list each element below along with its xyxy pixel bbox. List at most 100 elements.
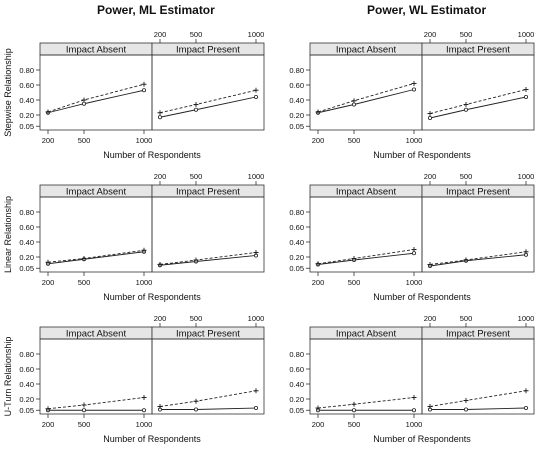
panel-strip-label: Impact Absent (66, 329, 127, 340)
chart-wl-u-turn: Impact Absent 200 500 1000 Impact Present 200… (289, 314, 535, 444)
data-point-circle (524, 95, 529, 100)
data-point-circle (193, 407, 198, 412)
data-point-plus (427, 111, 433, 116)
data-point-plus (45, 109, 51, 115)
x-tick-label: 200 (424, 314, 437, 323)
x-tick-label: 1000 (406, 420, 423, 429)
data-point-circle (141, 88, 146, 93)
series-line-dashed (47, 397, 145, 410)
title-ml-estimator: Power, ML Estimator (97, 3, 215, 17)
x-tick-label: 1000 (518, 172, 535, 181)
series-line-dashed (317, 83, 415, 113)
data-point-plus (193, 398, 199, 404)
data-point-plus (523, 388, 529, 394)
data-point-plus (141, 395, 147, 400)
data-point-plus (193, 257, 199, 263)
x-tick-label: 500 (190, 30, 203, 39)
data-point-circle (141, 408, 146, 413)
series-line-dashed (429, 390, 527, 407)
data-point-plus (141, 247, 147, 253)
series-line-dashed (47, 83, 145, 113)
series-line-solid (317, 89, 415, 114)
panel-impact-present: Impact Present 200 500 1000 (151, 30, 265, 131)
data-point-circle (463, 107, 468, 112)
panel-strip-label: Impact Absent (336, 329, 397, 340)
panel-strip-label: Impact Absent (66, 187, 127, 198)
panel-frame (309, 338, 423, 415)
series-line-solid (430, 407, 527, 410)
y-tick-label: 0.40 (289, 96, 304, 105)
series-line-solid (159, 96, 257, 118)
x-tick-label: 500 (348, 420, 361, 429)
data-point-plus (157, 262, 163, 267)
y-tick-label: 0.80 (19, 208, 34, 217)
data-point-circle (411, 251, 416, 256)
data-point-plus (81, 402, 87, 408)
series-line-solid (159, 255, 257, 266)
panel-frame (151, 196, 265, 273)
x-axis-label: Number of Respondents (373, 150, 471, 160)
y-tick-label: 0.05 (289, 264, 304, 273)
y-tick-label: 0.05 (289, 406, 304, 415)
data-point-plus (463, 102, 469, 107)
panel-impact-absent: Impact Absent 200 500 1000 (39, 42, 153, 145)
y-tick-label: 0.05 (289, 122, 304, 131)
panel-frame (309, 196, 423, 273)
series-line-solid (317, 252, 415, 265)
x-tick-label: 500 (190, 172, 203, 181)
x-tick-label: 500 (78, 136, 91, 145)
data-point-plus (351, 401, 357, 407)
y-tick-label: 0.20 (289, 395, 304, 404)
panel-impact-absent: Impact Absent 200 500 1000 (309, 42, 423, 145)
panel-frame (309, 54, 423, 131)
chart-ml-u-turn: Impact Absent 200 500 1000 Impact Present 200… (3, 314, 265, 444)
panel-frame (421, 196, 535, 273)
x-tick-label: 1000 (406, 278, 423, 287)
x-tick-label: 1000 (248, 172, 265, 181)
data-point-circle (82, 408, 87, 413)
data-point-circle (411, 408, 416, 413)
y-tick-label: 0.60 (289, 81, 304, 90)
data-point-circle (524, 405, 529, 410)
y-axis-label: Stepwise Relationship (3, 48, 13, 137)
series-line-dashed (317, 249, 415, 265)
y-tick-label: 0.80 (19, 350, 34, 359)
panel-strip-label: Impact Absent (336, 187, 397, 198)
y-tick-label: 0.40 (19, 238, 34, 247)
panel-impact-present: Impact Present 200 500 1000 (421, 314, 535, 415)
panel-frame (421, 338, 535, 415)
panel-frame (39, 196, 153, 273)
x-tick-label: 200 (312, 420, 325, 429)
panel-strip-label: Impact Absent (66, 45, 127, 56)
panel-strip-label: Impact Present (446, 187, 510, 198)
y-tick-label: 0.60 (19, 365, 34, 374)
data-point-plus (253, 87, 259, 93)
panel-frame (39, 338, 153, 415)
series-line-dashed (159, 390, 257, 407)
data-point-plus (253, 388, 259, 394)
chart-wl-stepwise: Impact Absent 200 500 1000 Impact Present 200… (289, 30, 535, 160)
data-point-plus (315, 109, 321, 115)
data-point-circle (463, 407, 468, 412)
data-point-plus (315, 261, 321, 267)
x-tick-label: 1000 (248, 30, 265, 39)
y-tick-label: 0.60 (19, 81, 34, 90)
panel-strip-label: Impact Present (176, 187, 240, 198)
x-tick-label: 1000 (136, 420, 153, 429)
data-point-circle (411, 87, 416, 92)
x-tick-label: 200 (154, 30, 167, 39)
panel-impact-absent: Impact Absent 200 500 1000 (309, 326, 423, 429)
data-point-plus (141, 81, 147, 87)
x-tick-label: 200 (312, 278, 325, 287)
data-point-circle (157, 115, 162, 120)
series-line-dashed (159, 252, 257, 265)
x-tick-label: 200 (312, 136, 325, 145)
data-point-plus (45, 406, 51, 412)
data-point-plus (463, 398, 469, 403)
data-point-plus (411, 247, 417, 252)
x-tick-label: 200 (424, 172, 437, 181)
data-point-plus (315, 405, 321, 411)
panel-frame (151, 54, 265, 131)
data-point-plus (523, 249, 529, 255)
